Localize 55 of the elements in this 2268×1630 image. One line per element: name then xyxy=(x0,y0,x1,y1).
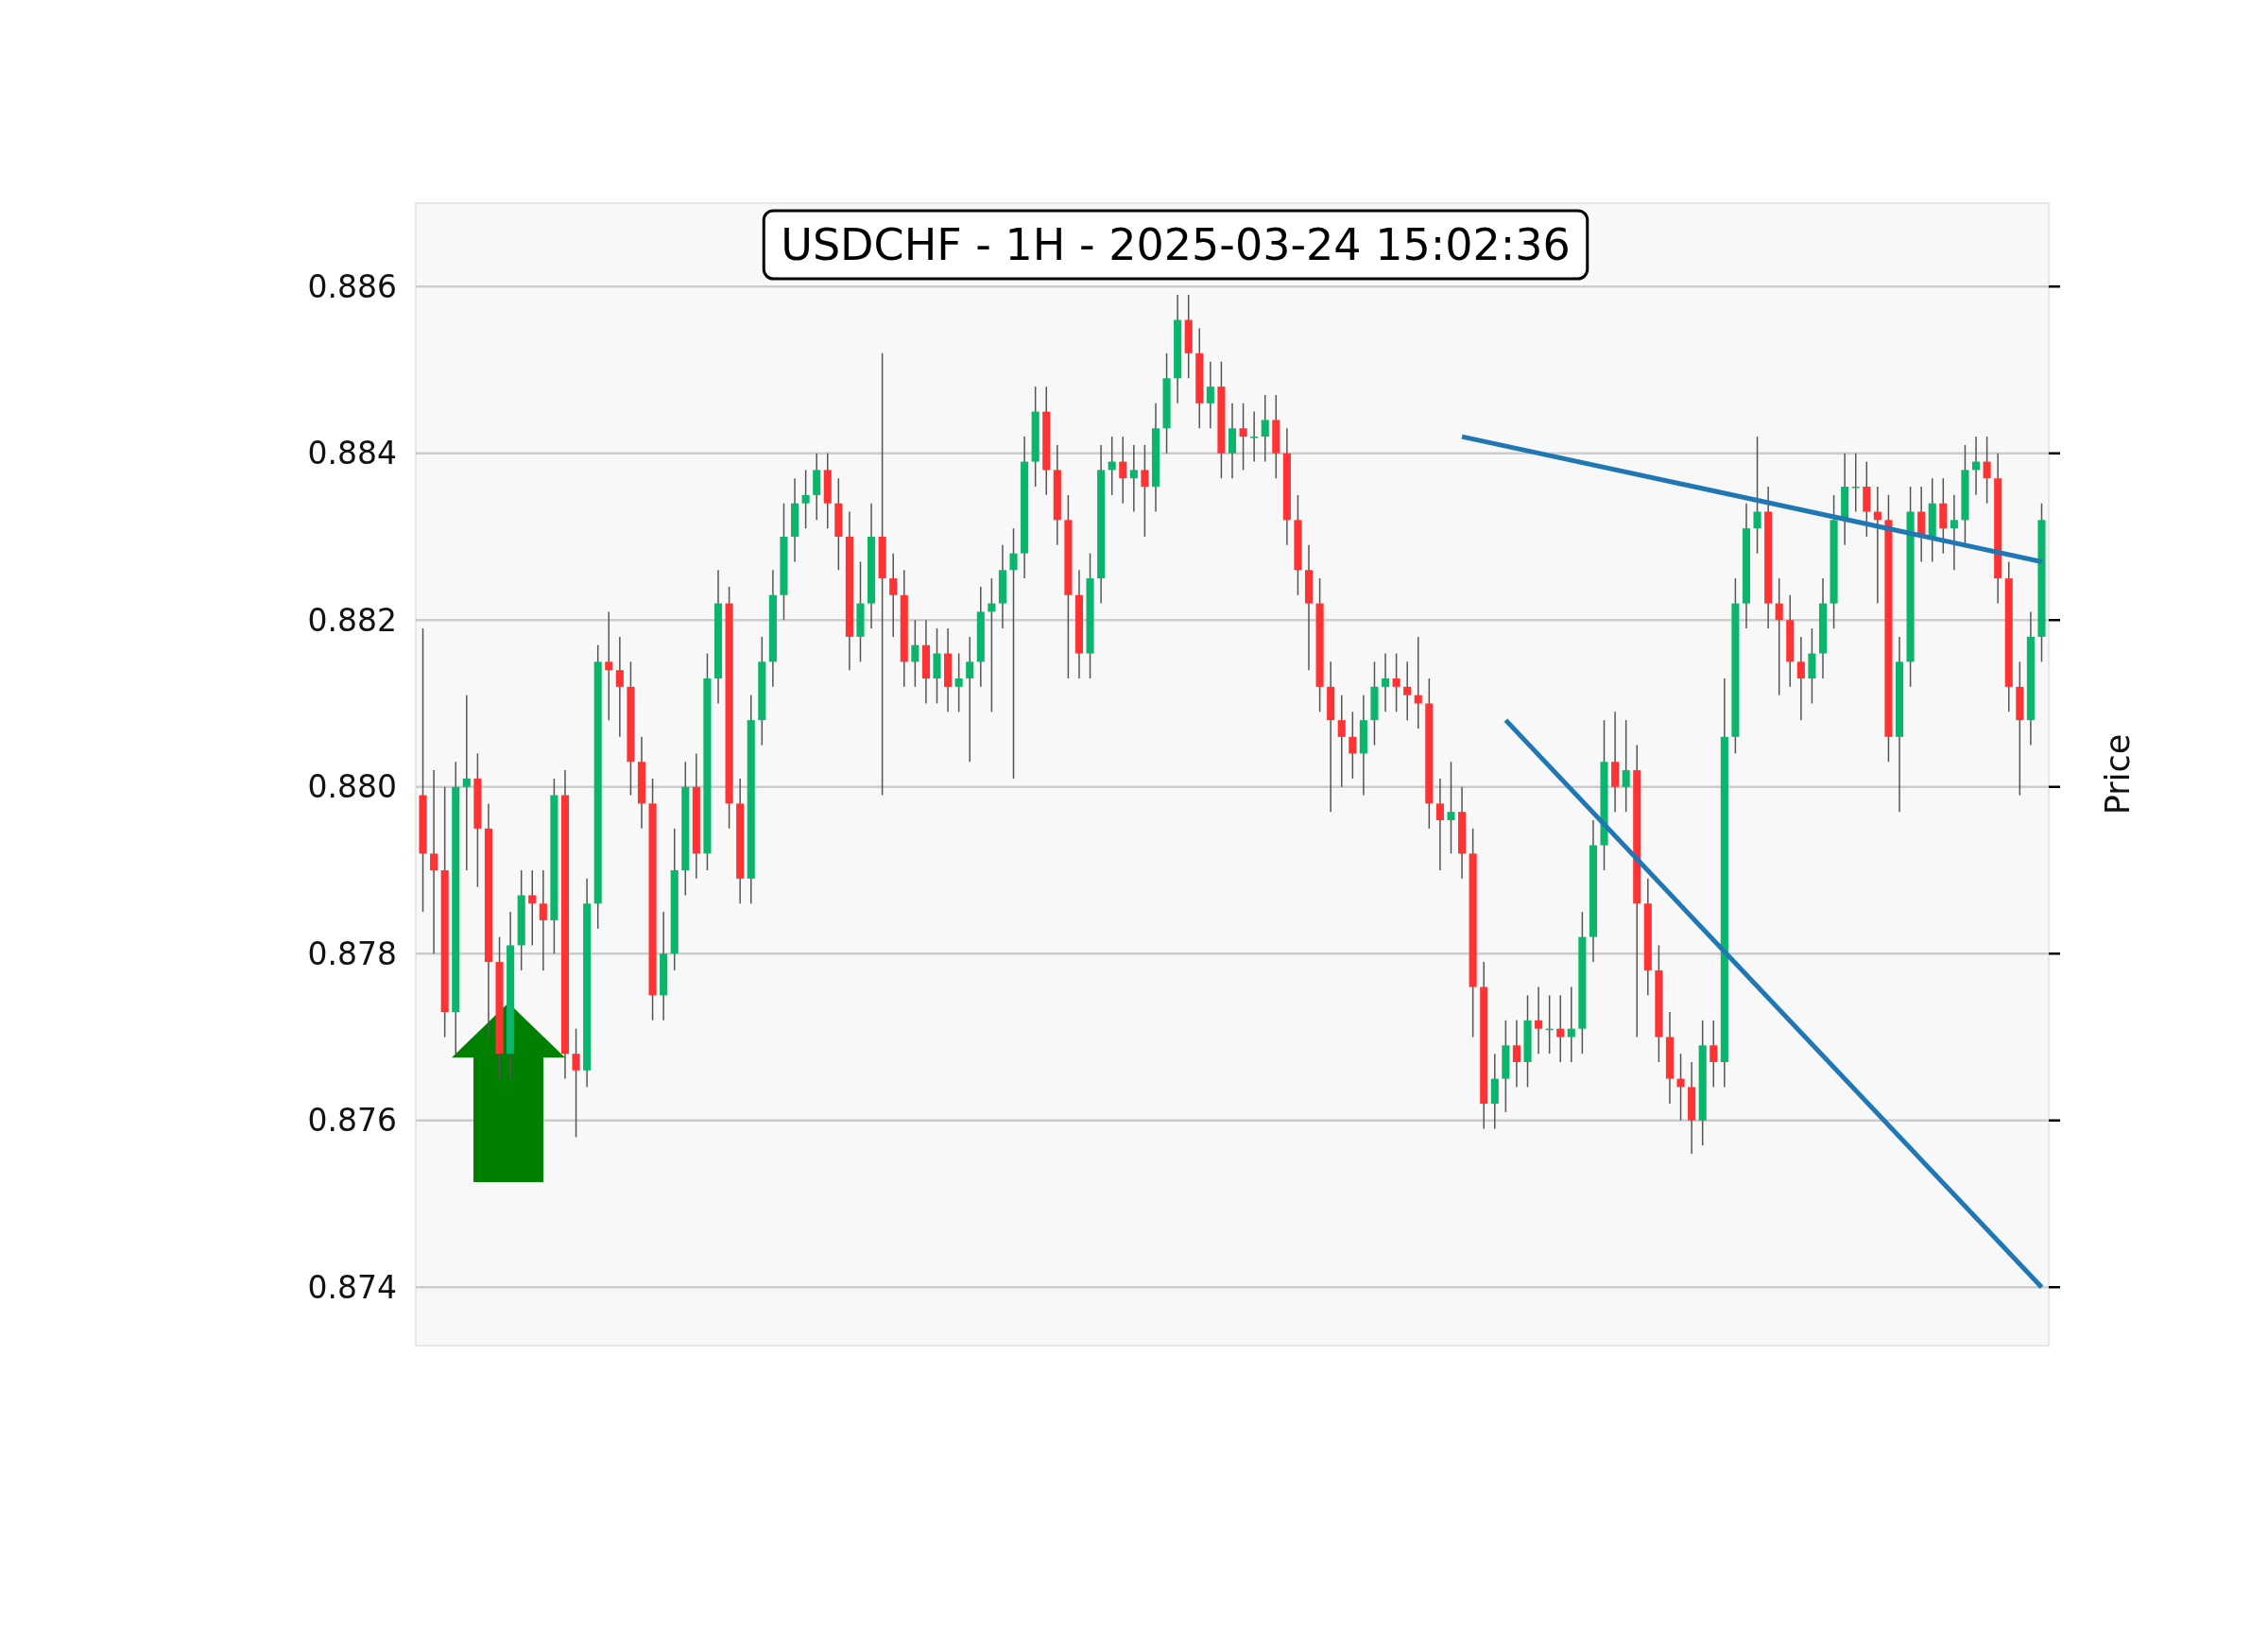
candlestick xyxy=(1851,452,1860,513)
chart-title: USDCHF - 1H - 2025-03-24 15:02:36 xyxy=(781,219,1571,271)
candlestick xyxy=(988,577,996,713)
candlestick xyxy=(954,652,963,713)
candlestick xyxy=(1250,410,1259,463)
candlestick xyxy=(430,769,438,954)
candlestick xyxy=(1983,436,1991,505)
candlestick xyxy=(1108,436,1116,496)
candlestick xyxy=(1435,778,1444,871)
candlestick xyxy=(462,694,471,871)
candlestick xyxy=(1622,719,1630,813)
candlestick xyxy=(572,1027,580,1139)
candlestick xyxy=(889,552,898,638)
candlestick xyxy=(1337,694,1346,788)
candlestick xyxy=(1556,994,1565,1063)
y-tick-label: 0.880 xyxy=(307,768,397,806)
candlestick xyxy=(1567,986,1575,1063)
candlestick xyxy=(1141,444,1149,538)
candlestick xyxy=(1261,394,1269,463)
candlestick xyxy=(528,869,537,947)
y-tick-label: 0.878 xyxy=(307,935,397,972)
candlestick xyxy=(1447,761,1455,855)
candlestick xyxy=(801,469,810,529)
candlestick xyxy=(605,610,613,721)
candlestick xyxy=(1392,652,1400,713)
candlestick xyxy=(1710,1020,1718,1089)
candlestick xyxy=(1403,661,1412,721)
candlestick xyxy=(1239,403,1247,472)
candlestick xyxy=(1971,436,1981,496)
candlestick xyxy=(1873,486,1881,605)
candlestick xyxy=(1796,636,1805,721)
candlestick xyxy=(1676,1053,1685,1122)
candlestick xyxy=(1535,986,1543,1055)
candlestick xyxy=(1753,436,1761,555)
candlestick xyxy=(911,619,919,688)
candlestick xyxy=(1414,636,1422,729)
candlestick xyxy=(1381,652,1390,713)
candlestick xyxy=(1009,527,1018,780)
candlestick xyxy=(1119,436,1127,505)
candlestick xyxy=(1950,494,1958,572)
y-tick-label: 0.874 xyxy=(307,1268,397,1306)
candlestick xyxy=(966,636,974,764)
y-tick-label: 0.884 xyxy=(307,435,397,472)
candlestick xyxy=(1775,577,1783,696)
candlestick xyxy=(1129,444,1138,513)
candlestick xyxy=(539,869,547,971)
y-axis-title: Price xyxy=(2099,733,2137,815)
candlestick xyxy=(1512,1020,1521,1089)
candlestick xyxy=(615,636,624,738)
y-tick-label: 0.882 xyxy=(307,601,397,639)
y-tick-label: 0.876 xyxy=(307,1102,397,1140)
candlestick xyxy=(1349,711,1357,780)
y-tick-label: 0.886 xyxy=(307,267,397,305)
candlestick xyxy=(1206,360,1214,430)
candlestick xyxy=(878,352,886,797)
